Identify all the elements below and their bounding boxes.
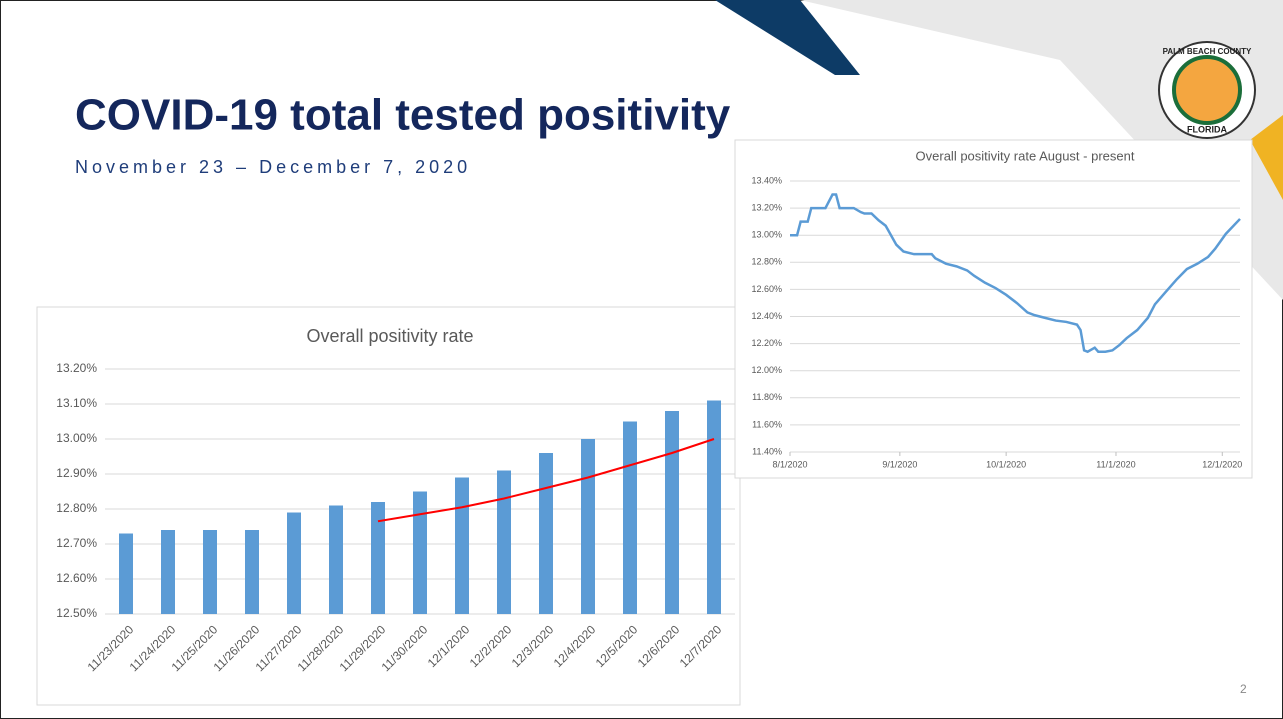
y-tick-label: 12.80%: [56, 501, 97, 515]
bar: [707, 400, 721, 614]
y-tick-label: 12.90%: [56, 466, 97, 480]
y-tick-label: 11.80%: [752, 392, 782, 402]
bar: [161, 530, 175, 614]
x-tick-label: 10/1/2020: [986, 459, 1026, 469]
bar: [245, 530, 259, 614]
logo-top: PALM BEACH COUNTY: [1163, 47, 1252, 56]
page-number: 2: [1240, 682, 1247, 696]
logo-bottom: FLORIDA: [1187, 124, 1227, 134]
y-tick-label: 12.50%: [56, 606, 97, 620]
bar: [119, 533, 133, 614]
y-tick-label: 13.00%: [56, 431, 97, 445]
bar: [665, 411, 679, 614]
logo: PALM BEACH COUNTY FLORIDA: [1158, 41, 1256, 139]
chart-box: [36, 306, 741, 706]
bar: [329, 505, 343, 614]
y-tick-label: 13.10%: [56, 396, 97, 410]
trendline: [377, 438, 715, 523]
y-tick-label: 12.70%: [56, 536, 97, 550]
bar: [287, 512, 301, 614]
y-tick-label: 12.60%: [56, 571, 97, 585]
chart-box: [734, 139, 1253, 479]
logo-center: [1172, 55, 1242, 125]
slide-subtitle: November 23 – December 7, 2020: [75, 157, 471, 177]
line: [790, 193, 1241, 354]
bar: [581, 439, 595, 614]
y-tick-label: 13.40%: [751, 175, 782, 185]
x-tick-label: 8/1/2020: [772, 459, 807, 469]
y-tick-label: 12.40%: [751, 311, 782, 321]
chart-title: Overall positivity rate: [306, 326, 473, 346]
x-tick-label: 11/1/2020: [1096, 459, 1135, 469]
chart-title: Overall positivity rate August - present: [916, 148, 1135, 163]
y-tick-label: 13.20%: [751, 202, 782, 212]
decor-navy: [715, 0, 860, 75]
y-tick-label: 13.00%: [751, 230, 782, 240]
bar: [455, 477, 469, 614]
bar: [203, 530, 217, 614]
bar: [413, 491, 427, 614]
x-tick-label: 12/1/2020: [1202, 459, 1242, 469]
y-tick-label: 12.00%: [751, 365, 782, 375]
y-tick-label: 12.80%: [751, 257, 782, 267]
y-tick-label: 11.60%: [752, 419, 782, 429]
decor-gold: [1250, 115, 1283, 200]
y-tick-label: 13.20%: [56, 361, 97, 375]
bar: [539, 453, 553, 614]
y-tick-label: 12.60%: [751, 284, 782, 294]
bar: [497, 470, 511, 614]
y-tick-label: 12.20%: [751, 338, 782, 348]
x-tick-label: 9/1/2020: [882, 459, 917, 469]
y-tick-label: 11.40%: [752, 446, 782, 456]
bar: [623, 421, 637, 614]
bar: [371, 502, 385, 614]
slide-title: COVID-19 total tested positivity: [75, 91, 731, 140]
